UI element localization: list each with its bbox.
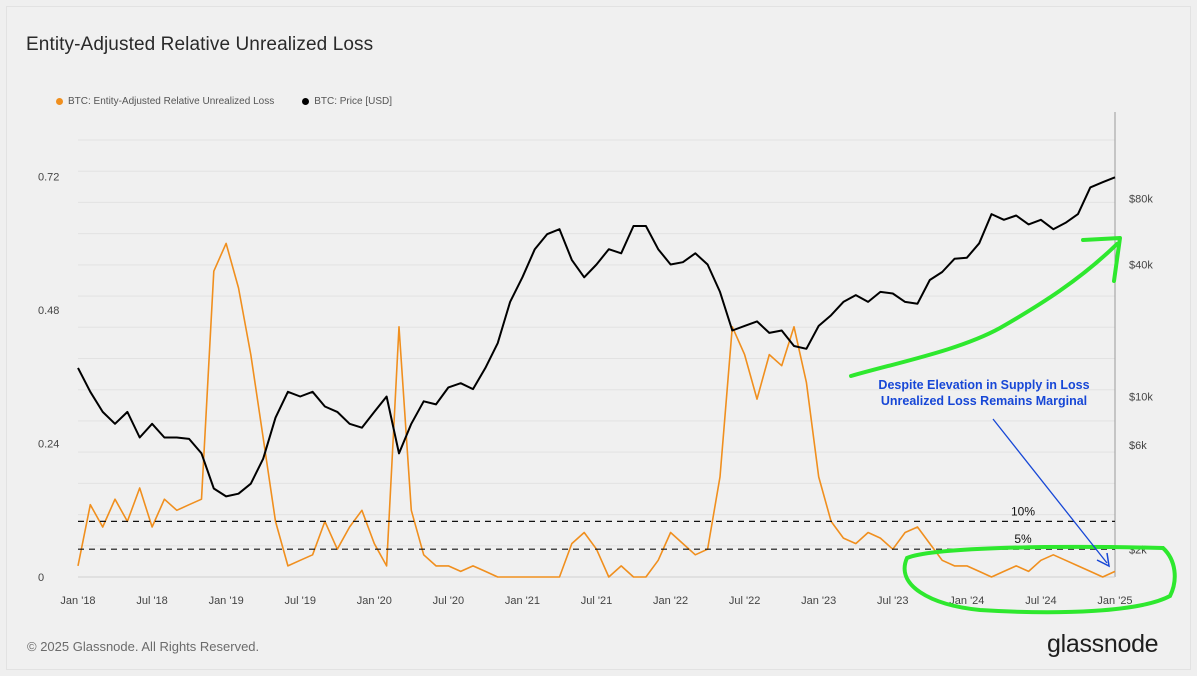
legend-dot-orange [56,98,63,105]
x-tick-label: Jul '18 [136,595,167,607]
chart-legend: BTC: Entity-Adjusted Relative Unrealized… [56,96,392,107]
legend-item-price[interactable]: BTC: Price [USD] [302,96,392,107]
annotation-text: Unrealized Loss Remains Marginal [881,394,1087,408]
chart-title: Entity-Adjusted Relative Unrealized Loss [26,34,374,55]
x-tick-label: Jan '23 [801,595,836,607]
chart-frame [6,6,1191,670]
x-tick-label: Jan '20 [357,595,392,607]
series-line-price [77,176,1116,498]
x-tick-label: Jan '22 [653,595,688,607]
annotation-arrow-line [992,418,1108,564]
x-tick-label: Jul '19 [284,595,315,607]
reference-line-label: 10% [1011,504,1035,518]
y-left-tick-label: 0 [38,572,44,584]
highlight-oval [902,544,1177,615]
x-tick-label: Jul '21 [581,595,612,607]
series-line-unrealized-loss [77,242,1116,578]
annotation-arrow-head [1096,552,1110,568]
reference-line-label: 5% [1014,532,1032,546]
legend-label-price: BTC: Price [USD] [314,96,392,107]
legend-label-unrealized-loss: BTC: Entity-Adjusted Relative Unrealized… [68,96,275,107]
brand-logo: glassnode [1047,630,1159,658]
y-right-tick-label: $80k [1129,194,1153,206]
x-tick-label: Jan '21 [505,595,540,607]
x-tick-label: Jan '24 [949,595,984,607]
x-tick-label: Jan '25 [1097,595,1132,607]
y-left-tick-label: 0.72 [38,172,59,184]
legend-dot-black [302,98,310,105]
y-right-tick-label: $6k [1129,440,1147,452]
copyright-text: © 2025 Glassnode. All Rights Reserved. [27,639,260,654]
y-right-tick-label: $10k [1129,391,1153,403]
highlight-arrow-head [1081,236,1122,283]
x-tick-label: Jul '20 [433,595,464,607]
highlight-arrow-shaft [849,242,1119,378]
x-tick-label: Jan '18 [60,595,95,607]
x-tick-label: Jan '19 [209,595,244,607]
y-left-tick-label: 0.24 [38,439,59,451]
annotation-text: Despite Elevation in Supply in Loss [878,378,1089,392]
x-tick-label: Jul '22 [729,595,760,607]
y-left-tick-label: 0.48 [38,305,59,317]
y-right-tick-label: $40k [1129,260,1153,272]
legend-item-unrealized-loss[interactable]: BTC: Entity-Adjusted Relative Unrealized… [56,96,274,107]
x-tick-label: Jul '24 [1025,595,1056,607]
x-tick-label: Jul '23 [877,595,908,607]
